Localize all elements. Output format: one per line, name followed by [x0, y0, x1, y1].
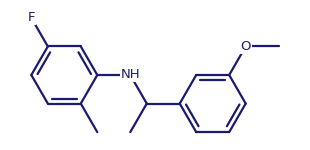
Text: F: F: [28, 11, 35, 24]
Text: O: O: [241, 40, 251, 53]
Text: NH: NH: [121, 69, 140, 81]
